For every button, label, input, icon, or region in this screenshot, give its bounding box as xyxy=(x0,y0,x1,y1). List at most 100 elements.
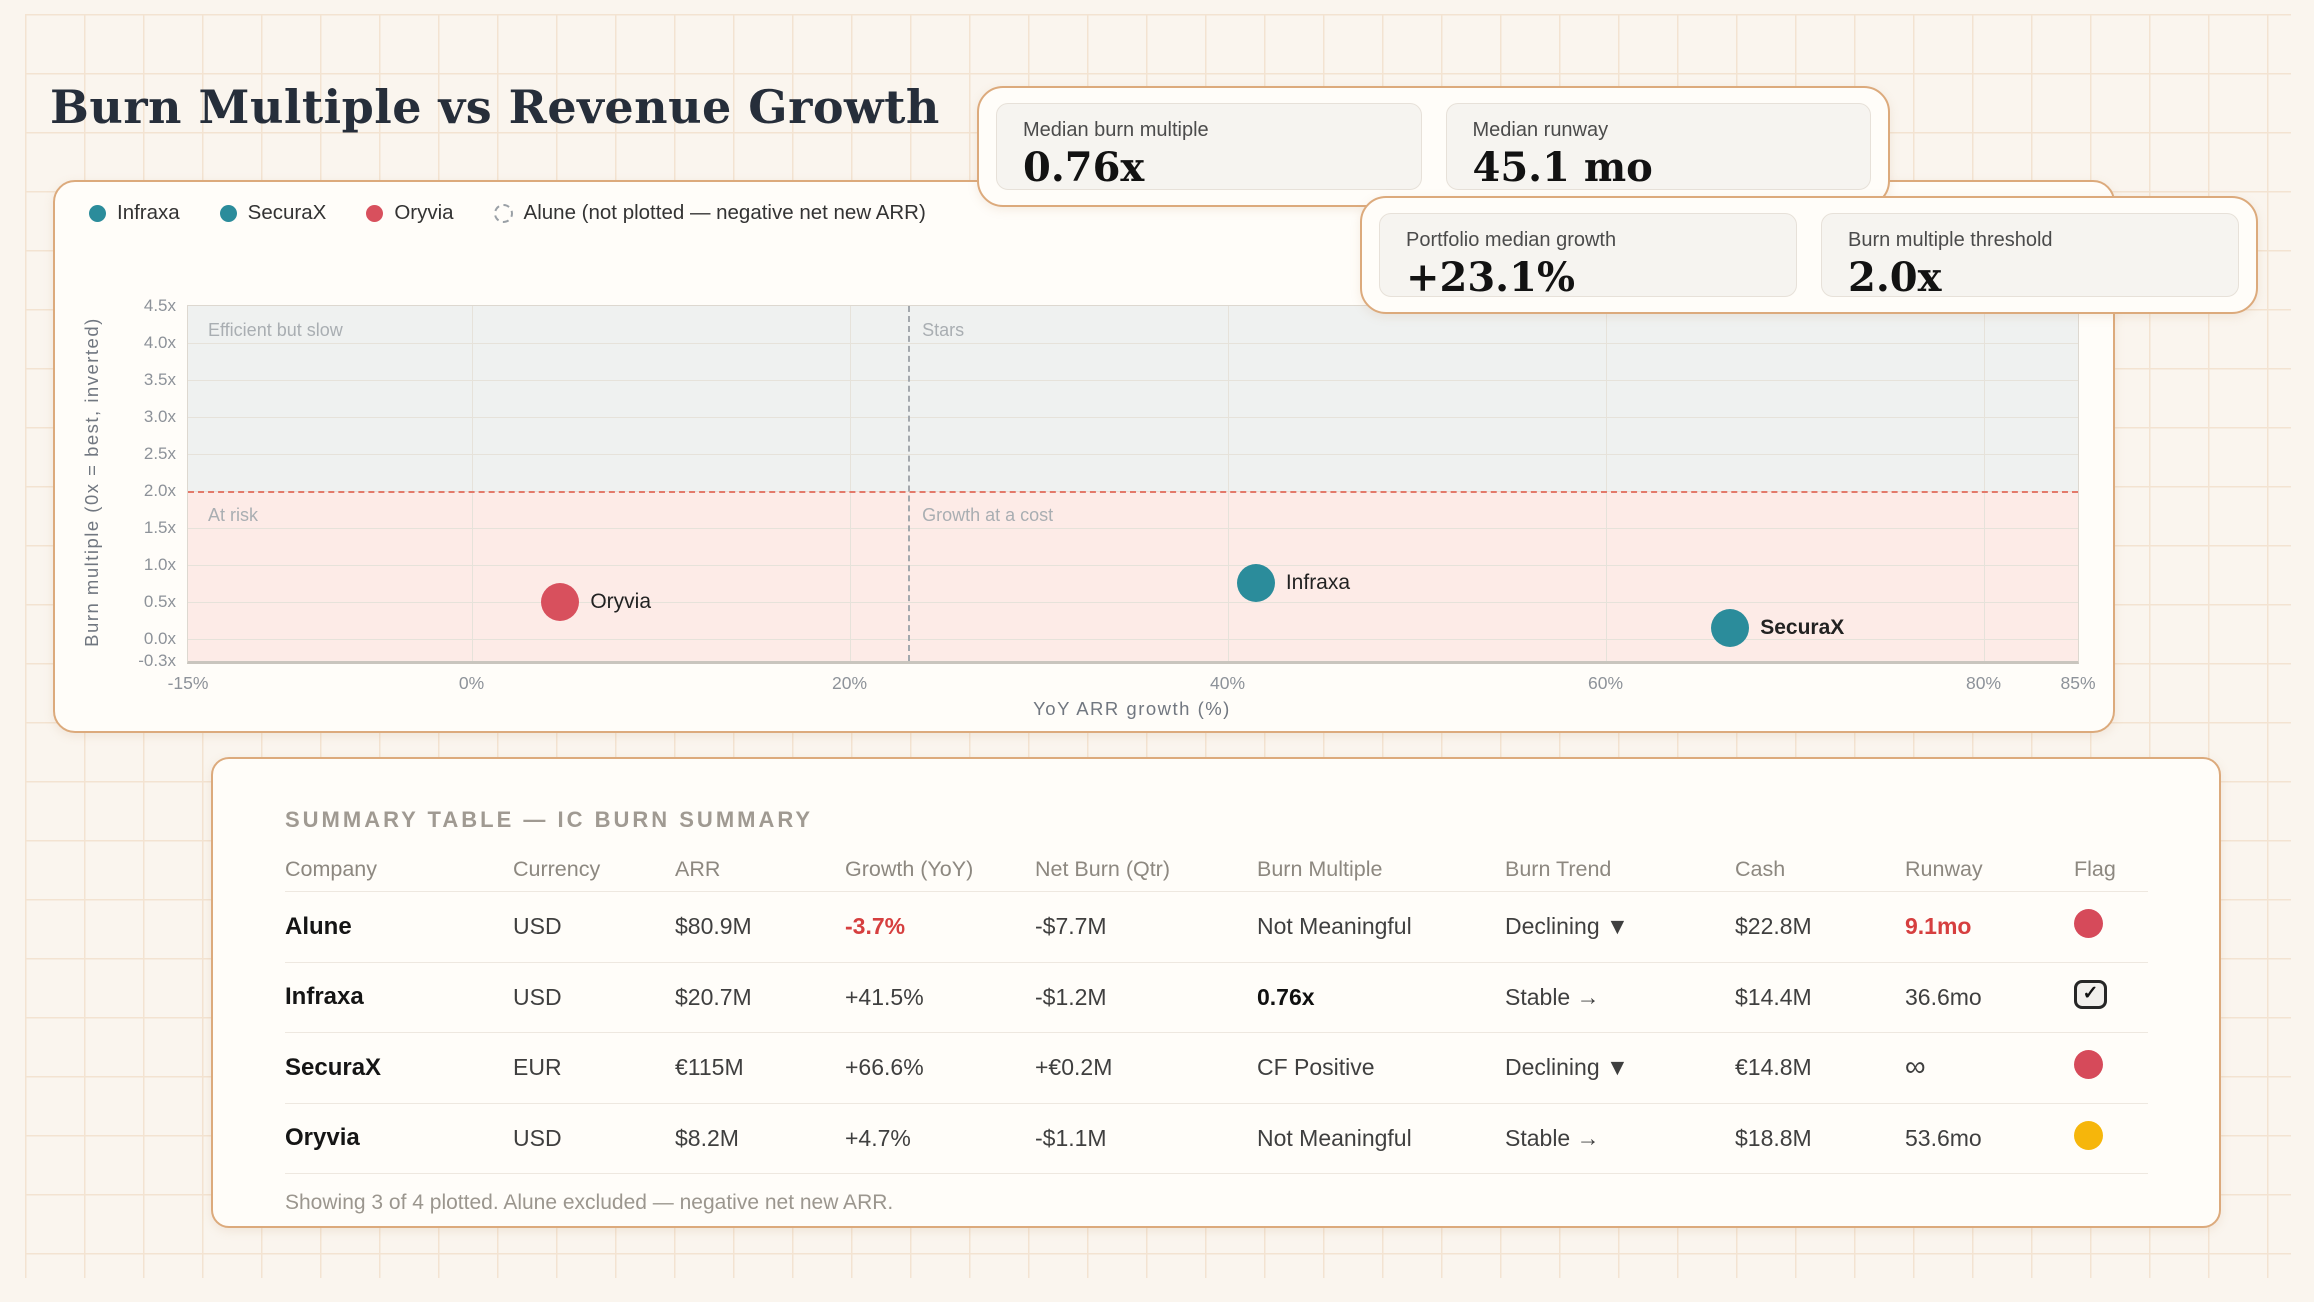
cell-company: Alune xyxy=(285,912,352,940)
table-title: SUMMARY TABLE — IC BURN SUMMARY xyxy=(285,807,814,832)
legend-label: SecuraX xyxy=(247,201,327,224)
x-axis-tick: 60% xyxy=(1587,673,1624,693)
cell-growth: +4.7% xyxy=(845,1124,911,1151)
table-row-alune: Alune USD $80.9M -3.7% -$7.7M Not Meanin… xyxy=(285,892,2148,963)
data-point-label: Infraxa xyxy=(1285,570,1351,594)
legend-label: Alune (not plotted — negative net new AR… xyxy=(523,201,926,224)
cell-company: Infraxa xyxy=(285,983,364,1011)
data-point-oryvia[interactable] xyxy=(541,582,580,621)
stat-label: Median burn multiple xyxy=(1023,119,1209,141)
x-axis-tick: 20% xyxy=(831,673,868,693)
y-axis-tick: -0.3x xyxy=(138,651,176,670)
median-growth-line xyxy=(908,306,911,661)
stat-card-median-runway: Median runway 45.1 mo xyxy=(1445,103,1871,190)
col-header-arr: ARR xyxy=(675,856,721,881)
cell-net-burn: -$7.7M xyxy=(1035,913,1107,940)
cell-runway: 53.6mo xyxy=(1905,1124,1982,1151)
legend-dashed-circle-icon xyxy=(493,203,513,223)
cell-net-burn: -$1.2M xyxy=(1035,983,1107,1010)
col-header-net-burn: Net Burn (Qtr) xyxy=(1035,856,1170,881)
col-header-burn-trend: Burn Trend xyxy=(1505,856,1612,881)
stat-label: Burn multiple threshold xyxy=(1848,229,2053,251)
data-point-label: SecuraX xyxy=(1760,615,1845,639)
cell-cash: €14.8M xyxy=(1735,1054,1812,1081)
legend-item-securax[interactable]: SecuraX xyxy=(219,201,327,225)
col-header-burn-multiple: Burn Multiple xyxy=(1257,856,1383,881)
cell-runway: 9.1mo xyxy=(1905,913,1972,940)
stat-card-burn-threshold: Burn multiple threshold 2.0x xyxy=(1821,213,2239,300)
x-gridline xyxy=(1983,306,1985,661)
cell-burn-multiple: CF Positive xyxy=(1257,1054,1375,1081)
col-header-runway: Runway xyxy=(1905,856,1983,881)
cell-growth: +66.6% xyxy=(845,1054,924,1081)
cell-company: SecuraX xyxy=(285,1053,382,1081)
x-axis-tick: 0% xyxy=(458,673,485,693)
zone-below-threshold xyxy=(188,490,2078,661)
data-point-infraxa[interactable] xyxy=(1236,563,1275,602)
cell-company: Oryvia xyxy=(285,1124,360,1152)
stat-label: Portfolio median growth xyxy=(1406,229,1617,251)
quadrant-label-bottom-right: Growth at a cost xyxy=(922,504,1054,525)
stat-value: 0.76x xyxy=(1023,144,1145,191)
x-axis-tick: 85% xyxy=(2060,673,2096,693)
y-gridline xyxy=(188,601,2078,603)
y-axis-tick: 1.5x xyxy=(143,517,176,537)
cell-flag xyxy=(2074,1120,2148,1156)
cell-burn-multiple: 0.76x xyxy=(1257,983,1315,1010)
cell-growth: -3.7% xyxy=(845,913,906,940)
cell-flag xyxy=(2074,979,2148,1015)
flag-yellow-dot-icon xyxy=(2074,1120,2103,1150)
y-gridline xyxy=(188,527,2078,529)
cell-arr: $8.2M xyxy=(675,1124,739,1151)
stat-label: Median runway xyxy=(1472,119,1609,141)
cell-currency: USD xyxy=(513,1124,562,1151)
cell-cash: $14.4M xyxy=(1735,983,1812,1010)
y-axis-title: Burn multiple (0x = best, inverted) xyxy=(81,317,102,647)
y-axis-tick: 2.0x xyxy=(143,480,176,500)
stat-value: +23.1% xyxy=(1406,254,1575,301)
stat-card-portfolio-median-growth: Portfolio median growth +23.1% xyxy=(1379,213,1797,301)
cell-runway: ∞ xyxy=(1905,1051,1926,1084)
chart-legend: Infraxa SecuraX Oryvia Alune (not plotte… xyxy=(89,201,926,225)
page-title: Burn Multiple vs Revenue Growth xyxy=(50,80,940,134)
legend-label: Oryvia xyxy=(394,201,454,224)
y-gridline xyxy=(188,638,2078,640)
x-gridline xyxy=(471,306,473,661)
flag-checkbox-icon[interactable] xyxy=(2074,979,2107,1009)
cell-burn-trend: Declining ▼ xyxy=(1505,913,1629,940)
col-header-company: Company xyxy=(285,856,378,881)
cell-arr: $80.9M xyxy=(675,913,752,940)
quadrant-label-top-right: Stars xyxy=(922,320,965,340)
zone-above-threshold xyxy=(188,306,2078,491)
cell-flag xyxy=(2074,1050,2148,1085)
y-gridline xyxy=(188,453,2078,455)
x-axis-tick: 40% xyxy=(1209,673,1246,693)
col-header-cash: Cash xyxy=(1735,856,1786,881)
col-header-flag: Flag xyxy=(2074,856,2116,881)
cell-net-burn: +€0.2M xyxy=(1035,1054,1113,1081)
x-gridline xyxy=(1227,306,1229,661)
quadrant-label-top-left: Efficient but slow xyxy=(208,320,343,340)
x-gridline xyxy=(1605,306,1607,661)
legend-dot-icon xyxy=(366,204,384,222)
quadrant-label-bottom-left: At risk xyxy=(208,504,259,525)
stat-card-median-burn-multiple: Median burn multiple 0.76x xyxy=(996,103,1422,190)
table-row-securax: SecuraX EUR €115M +66.6% +€0.2M CF Posit… xyxy=(285,1033,2148,1104)
col-header-growth: Growth (YoY) xyxy=(845,856,974,881)
x-axis-tick: 80% xyxy=(1965,673,2002,693)
cell-flag xyxy=(2074,909,2148,944)
data-point-securax[interactable] xyxy=(1711,608,1750,647)
cell-burn-multiple: Not Meaningful xyxy=(1257,1124,1412,1151)
cell-growth: +41.5% xyxy=(845,983,924,1010)
legend-item-oryvia[interactable]: Oryvia xyxy=(366,201,454,225)
cell-cash: $18.8M xyxy=(1735,1124,1812,1151)
cell-burn-multiple: Not Meaningful xyxy=(1257,913,1412,940)
legend-item-infraxa[interactable]: Infraxa xyxy=(89,201,180,225)
cell-arr: €115M xyxy=(675,1054,744,1081)
cell-currency: EUR xyxy=(513,1054,562,1081)
legend-label: Infraxa xyxy=(117,201,180,224)
legend-item-alune[interactable]: Alune (not plotted — negative net new AR… xyxy=(493,201,926,225)
plot-area: Efficient but slow Stars At risk Growth at … xyxy=(138,296,2095,693)
table-row-oryvia: Oryvia USD $8.2M +4.7% -$1.1M Not Meanin… xyxy=(285,1104,2148,1174)
